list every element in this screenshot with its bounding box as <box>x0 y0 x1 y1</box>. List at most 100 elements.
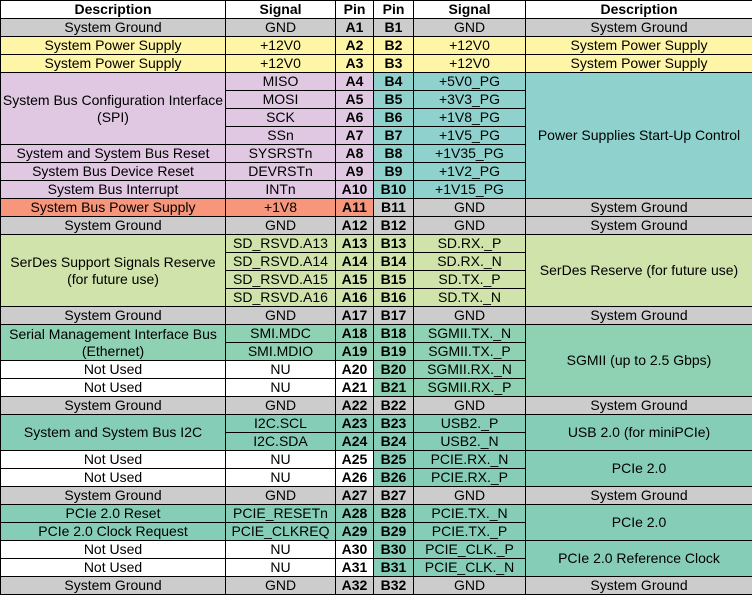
table-row: SSn A7 B7 +1V5_PG <box>1 126 752 145</box>
table-row: Not Used NU A30 B30 PCIE_CLK._P PCIe 2.0… <box>0 540 752 577</box>
right-description: PCIe 2.0 <box>525 450 752 487</box>
a-pin: A14 <box>335 252 374 271</box>
right-signal: GND <box>413 486 526 505</box>
b-pin: B9 <box>373 162 414 181</box>
right-description: System Ground <box>525 576 752 595</box>
a-pin: A32 <box>335 576 374 595</box>
a-pin: A29 <box>335 522 374 541</box>
table-row: SD_RSVD.A16 A16 B16 SD.TX._N <box>1 288 752 307</box>
left-signal: GND <box>225 18 336 37</box>
left-description: System Ground <box>0 396 226 415</box>
table-row: SD_RSVD.A14 A14 B14 SD.RX._N <box>1 252 752 271</box>
a-pin: A22 <box>335 396 374 415</box>
left-signal: GND <box>225 306 336 325</box>
a-pin: A25 <box>335 450 374 469</box>
b-pin: B21 <box>373 378 414 397</box>
a-pin: A2 <box>335 36 374 55</box>
right-description: PCIe 2.0 <box>525 504 752 541</box>
right-signal: GND <box>413 216 526 235</box>
right-signal: +1V2_PG <box>413 162 526 181</box>
header-left-signal: Signal <box>225 0 336 19</box>
left-description: System Ground <box>0 306 226 325</box>
b-pin: B4 <box>373 72 414 91</box>
right-description: System Ground <box>525 396 752 415</box>
table-row: System and System Bus Reset SYSRSTn A8 B… <box>0 144 752 163</box>
right-description: Power Supplies Start-Up Control <box>525 72 752 199</box>
b-pin: B14 <box>373 252 414 271</box>
left-signal: SD_RSVD.A15 <box>225 270 336 289</box>
right-signal: +3V3_PG <box>413 90 526 109</box>
b-pin: B12 <box>373 216 414 235</box>
table-row: Serial Management Interface Bus (Etherne… <box>0 324 752 397</box>
b-pin: B5 <box>373 90 414 109</box>
b-pin: B29 <box>373 522 414 541</box>
left-description: Not Used <box>0 450 226 469</box>
left-description: System Ground <box>0 486 226 505</box>
table-row: I2C.SDA A24 B24 USB2._N <box>1 432 752 451</box>
left-description: System and System Bus Reset <box>0 144 226 163</box>
left-signal: SCK <box>225 108 336 127</box>
table-row: System and System Bus I2C I2C.SCL A23 B2… <box>0 414 752 451</box>
b-pin: B7 <box>373 126 414 145</box>
table-row: Not Used NU A26 B26 PCIE.RX._P <box>0 468 752 487</box>
table-row: System Bus Device Reset DEVRSTn A9 B9 +1… <box>0 162 752 181</box>
right-signal: SD.TX._P <box>413 270 526 289</box>
right-signal: PCIE.RX._N <box>413 450 526 469</box>
left-signal: GND <box>225 396 336 415</box>
header-right-signal: Signal <box>413 0 526 19</box>
table-row: System Power Supply +12V0 A3 B3 +12V0 Sy… <box>0 54 752 73</box>
header-left-description: Description <box>0 0 226 19</box>
a-pin: A20 <box>335 360 374 379</box>
left-description: Serial Management Interface Bus (Etherne… <box>0 324 226 361</box>
b-pin: B8 <box>373 144 414 163</box>
a-pin: A21 <box>335 378 374 397</box>
header-b-pin: Pin <box>373 0 414 19</box>
right-signal: SGMII.RX._P <box>413 378 526 397</box>
right-signal: +5V0_PG <box>413 72 526 91</box>
right-description: System Ground <box>525 216 752 235</box>
right-description: System Ground <box>525 18 752 37</box>
right-signal: PCIE.TX._P <box>413 522 526 541</box>
left-description: PCIe 2.0 Reset <box>0 504 226 523</box>
table-row: Not Used NU A20 B20 SGMII.RX._N <box>0 360 752 379</box>
a-pin: A24 <box>335 432 374 451</box>
left-signal: PCIE_CLKREQ <box>225 522 336 541</box>
right-description: System Ground <box>525 486 752 505</box>
left-signal: MOSI <box>225 90 336 109</box>
left-signal: SYSRSTn <box>225 144 336 163</box>
left-signal: INTn <box>225 180 336 199</box>
right-signal: SGMII.TX._P <box>413 342 526 361</box>
b-pin: B13 <box>373 234 414 253</box>
left-signal: NU <box>225 558 336 577</box>
b-pin: B26 <box>373 468 414 487</box>
table-row: Not Used NU A25 B25 PCIE.RX._N PCIe 2.0 <box>0 450 752 487</box>
left-description: PCIe 2.0 Clock Request <box>0 522 226 541</box>
left-description: System Power Supply <box>0 54 226 73</box>
b-pin: B16 <box>373 288 414 307</box>
table-row: Not Used NU A21 B21 SGMII.RX._P <box>0 378 752 397</box>
left-description: System Bus Power Supply <box>0 198 226 217</box>
right-signal: +1V15_PG <box>413 180 526 199</box>
a-pin: A6 <box>335 108 374 127</box>
b-pin: B6 <box>373 108 414 127</box>
table-row: System Ground GND A32 B32 GND System Gro… <box>0 576 752 595</box>
table-row: System Ground GND A17 B17 GND System Gro… <box>0 306 752 325</box>
table-row: System Bus Configuration Interface (SPI)… <box>0 72 752 199</box>
table-row: System Ground GND A22 B22 GND System Gro… <box>0 396 752 415</box>
b-pin: B18 <box>373 324 414 343</box>
a-pin: A13 <box>335 234 374 253</box>
b-pin: B3 <box>373 54 414 73</box>
right-description: System Ground <box>525 306 752 325</box>
right-signal: +12V0 <box>413 54 526 73</box>
right-signal: PCIE.RX._P <box>413 468 526 487</box>
b-pin: B27 <box>373 486 414 505</box>
left-signal: GND <box>225 576 336 595</box>
table-row: SD_RSVD.A15 A15 B15 SD.TX._P <box>1 270 752 289</box>
left-signal: SSn <box>225 126 336 145</box>
right-signal: USB2._N <box>413 432 526 451</box>
a-pin: A23 <box>335 414 374 433</box>
left-signal: NU <box>225 360 336 379</box>
left-description: Not Used <box>0 558 226 577</box>
a-pin: A11 <box>335 198 374 217</box>
